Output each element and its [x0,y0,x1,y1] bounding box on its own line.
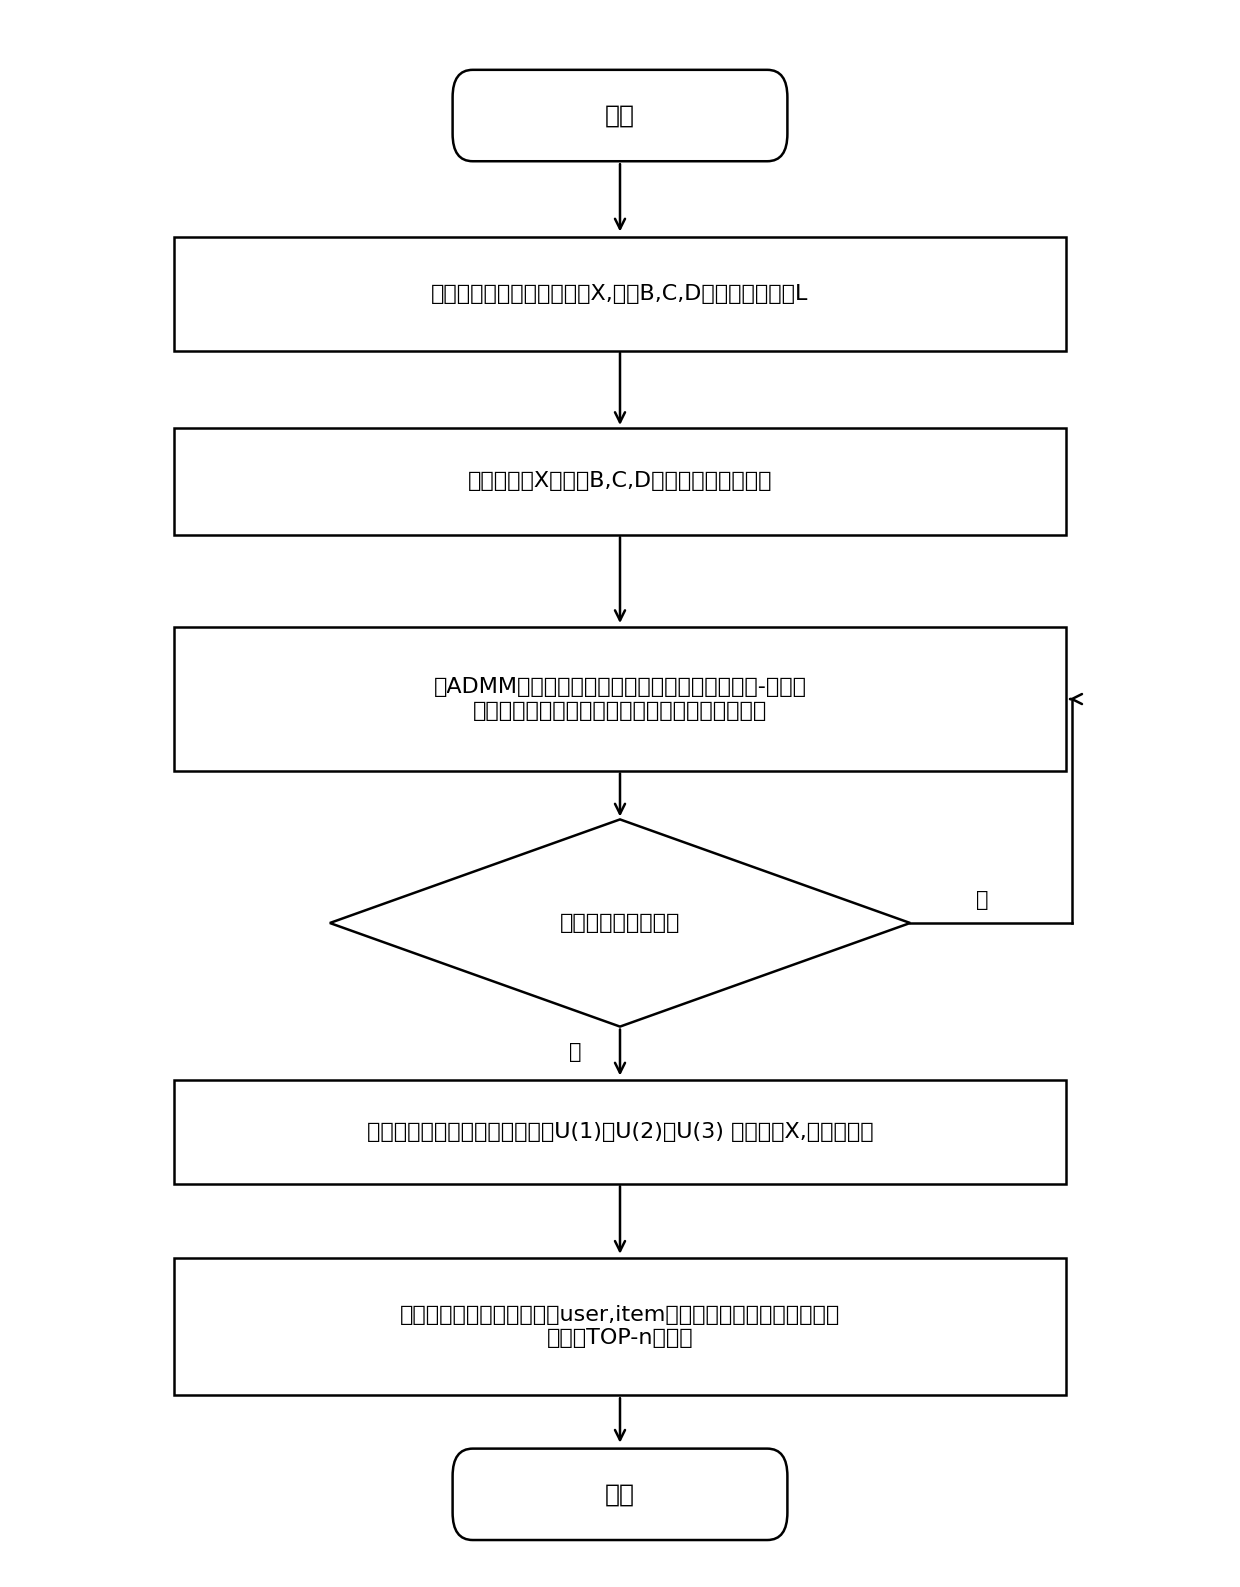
Text: 是否满足迭代条件？: 是否满足迭代条件？ [559,913,681,933]
Text: 建立张量的X与矩阵B,C,D的联合分解损失函数: 建立张量的X与矩阵B,C,D的联合分解损失函数 [467,471,773,492]
FancyBboxPatch shape [453,1449,787,1539]
Text: 开始: 开始 [605,103,635,127]
Bar [174,236,1066,351]
Text: 根据标注数据构建三维张量X,矩阵B,C,D及拉普拉斯矩阵L: 根据标注数据构建三维张量X,矩阵B,C,D及拉普拉斯矩阵L [432,284,808,303]
Text: 结束: 结束 [605,1482,635,1506]
Polygon shape [330,819,910,1027]
Text: 用重构的完整张量，给定（user,item）对，按照权值从高到低的顺
序推荐TOP-n个标签: 用重构的完整张量，给定（user,item）对，按照权值从高到低的顺 序推荐TO… [399,1305,841,1349]
Bar [174,1258,1066,1395]
FancyBboxPatch shape [453,70,787,162]
Text: 是: 是 [569,1043,582,1063]
Text: 用ADMM算法对上一步的目标表达式进行耦合张量-矩阵分
解，计算每个变量的更新公式，用来更新因子矩阵: 用ADMM算法对上一步的目标表达式进行耦合张量-矩阵分 解，计算每个变量的更新公… [434,678,806,720]
Bar [174,627,1066,771]
Bar [174,428,1066,535]
Text: 用迭代计算出的隐特征因子矩阵U(1)，U(2)，U(3) 还原张量X,补全缺失值: 用迭代计算出的隐特征因子矩阵U(1)，U(2)，U(3) 还原张量X,补全缺失值 [367,1122,873,1141]
Bar [174,1079,1066,1184]
Text: 否: 否 [976,890,990,911]
